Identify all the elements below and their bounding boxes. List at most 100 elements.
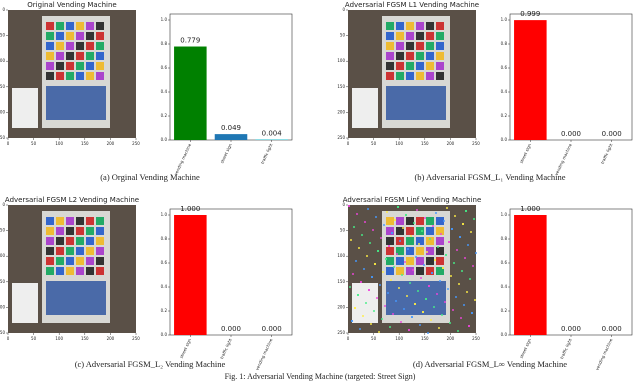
machine-slot <box>76 22 84 30</box>
value-label: 0.000 <box>262 325 282 333</box>
noise <box>357 294 359 296</box>
machine-slot <box>416 237 424 245</box>
machine-slot <box>56 22 64 30</box>
machine-slot <box>96 22 104 30</box>
machine-slot <box>416 72 424 80</box>
noise <box>460 317 462 319</box>
y-tick-label: 0.4 <box>161 284 168 289</box>
noise <box>365 302 367 304</box>
image-x-tick-label: 100 <box>55 336 63 341</box>
noise <box>471 312 473 314</box>
noise <box>465 210 467 212</box>
image-x-tick-label: 50 <box>31 336 37 341</box>
y-tick-label: 0.6 <box>501 260 508 265</box>
noise <box>353 226 355 228</box>
machine-slot <box>56 52 64 60</box>
y-tick-label: 0.0 <box>161 332 168 337</box>
machine-slot <box>76 42 84 50</box>
noise <box>352 273 354 275</box>
image-x-tick-label: 0 <box>7 336 10 341</box>
machine-slot <box>426 217 434 225</box>
noise <box>444 301 446 303</box>
machine-slot <box>66 32 74 40</box>
machine-slot <box>416 257 424 265</box>
machine-slot <box>46 237 54 245</box>
x-tick-label: traffic light <box>559 337 573 359</box>
value-label: 0.779 <box>180 37 200 45</box>
noise <box>442 267 444 269</box>
machine-slot <box>386 247 394 255</box>
image-y-tick-label: 100 <box>337 253 345 258</box>
noise <box>373 310 375 312</box>
noise <box>421 230 423 232</box>
noise <box>422 311 424 313</box>
machine-slot <box>76 32 84 40</box>
noise <box>425 298 427 300</box>
machine-slot <box>46 227 54 235</box>
noise <box>440 233 442 235</box>
noise <box>400 321 402 323</box>
image-y-tick-label: 0 <box>2 7 5 12</box>
noise <box>404 261 406 263</box>
value-label: 1.000 <box>520 205 540 213</box>
machine-slot <box>396 257 404 265</box>
noise <box>470 231 472 233</box>
machine-slot <box>436 267 444 275</box>
image-y-tick-label: 100 <box>0 253 5 258</box>
image-x-tick-label: 100 <box>55 141 63 146</box>
noise <box>445 254 447 256</box>
machine-slot <box>436 237 444 245</box>
machine-slot <box>436 257 444 265</box>
image-y-tick-label: 200 <box>337 109 345 114</box>
machine-slot <box>416 22 424 30</box>
machine-slot <box>416 217 424 225</box>
noise <box>468 325 470 327</box>
image-y-tick-label: 50 <box>340 228 346 233</box>
machine-slot <box>386 32 394 40</box>
machine-slot <box>426 237 434 245</box>
machine-slot <box>436 32 444 40</box>
noise <box>438 327 440 329</box>
image-y-tick-label: 0 <box>342 202 345 207</box>
machine-slot <box>46 62 54 70</box>
machine-slot <box>386 72 394 80</box>
noise <box>370 323 372 325</box>
noise <box>385 258 387 260</box>
machine-slot <box>76 267 84 275</box>
x-tick-label: traffic light <box>600 142 614 164</box>
image-x-tick-label: 50 <box>371 141 377 146</box>
image-x-tick-label: 0 <box>347 141 350 146</box>
y-tick-label: 0.2 <box>501 113 508 118</box>
machine-panel <box>386 281 446 315</box>
machine-slot <box>386 22 394 30</box>
noise <box>431 272 433 274</box>
bar-chart: 0.0 0.2 0.4 0.6 0.8 1.0 1.000 street sign 0.000 t… <box>161 205 293 371</box>
machine-slot <box>416 227 424 235</box>
image-y-tick-label: 250 <box>337 330 345 335</box>
noise <box>458 283 460 285</box>
machine-slot <box>406 22 414 30</box>
x-tick-label: street sign <box>519 142 533 164</box>
machine-slot <box>66 247 74 255</box>
machine-slot <box>86 267 94 275</box>
machine-slot <box>76 257 84 265</box>
image-x-tick-label: 200 <box>447 141 455 146</box>
machine-slot <box>76 237 84 245</box>
y-tick-label: 1.0 <box>161 212 168 217</box>
machine-slot <box>436 72 444 80</box>
noise <box>408 329 410 331</box>
y-tick-label: 0.6 <box>501 65 508 70</box>
noise <box>402 227 404 229</box>
image-x-tick-label: 200 <box>107 141 115 146</box>
image-y-tick-label: 200 <box>0 109 5 114</box>
noise <box>455 296 457 298</box>
noise <box>412 269 414 271</box>
image-y-tick-label: 250 <box>337 135 345 140</box>
machine-slot <box>406 257 414 265</box>
y-tick-label: 1.0 <box>501 212 508 217</box>
noise <box>360 281 362 283</box>
noise <box>433 306 435 308</box>
y-tick-label: 0.4 <box>501 284 508 289</box>
